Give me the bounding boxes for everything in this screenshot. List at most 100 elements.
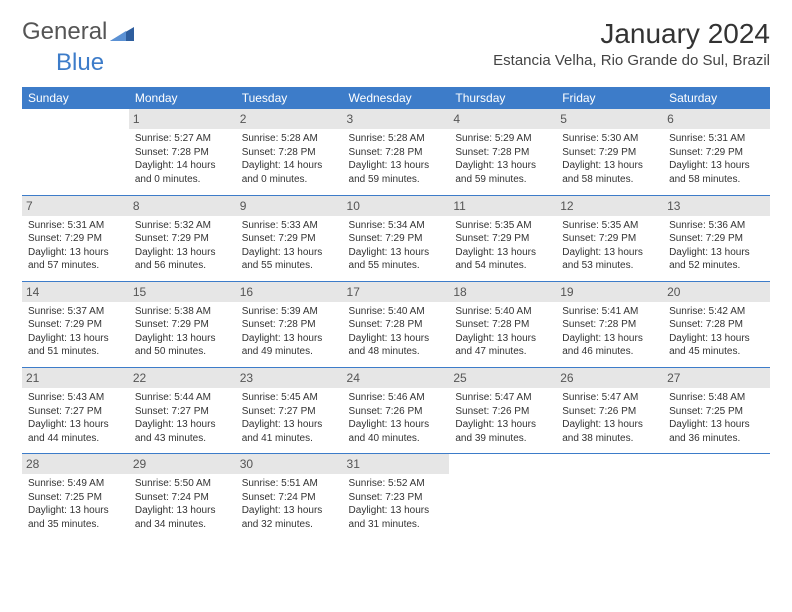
calendar-day-cell: 6Sunrise: 5:31 AMSunset: 7:29 PMDaylight… <box>663 109 770 195</box>
sunset-text: Sunset: 7:26 PM <box>562 405 657 419</box>
sunrise-text: Sunrise: 5:44 AM <box>135 391 230 405</box>
calendar-day-cell: 26Sunrise: 5:47 AMSunset: 7:26 PMDayligh… <box>556 367 663 453</box>
month-title: January 2024 <box>493 18 770 50</box>
sunset-text: Sunset: 7:29 PM <box>455 232 550 246</box>
sunset-text: Sunset: 7:29 PM <box>669 146 764 160</box>
daylight-text: Daylight: 13 hours and 59 minutes. <box>349 159 444 186</box>
calendar-day-cell: 18Sunrise: 5:40 AMSunset: 7:28 PMDayligh… <box>449 281 556 367</box>
sunset-text: Sunset: 7:24 PM <box>242 491 337 505</box>
sunrise-text: Sunrise: 5:47 AM <box>562 391 657 405</box>
daylight-text: Daylight: 13 hours and 58 minutes. <box>669 159 764 186</box>
day-number: 4 <box>449 109 556 129</box>
calendar-day-cell <box>556 454 663 540</box>
sunrise-text: Sunrise: 5:33 AM <box>242 219 337 233</box>
daylight-text: Daylight: 13 hours and 43 minutes. <box>135 418 230 445</box>
daylight-text: Daylight: 13 hours and 34 minutes. <box>135 504 230 531</box>
day-number: 13 <box>663 196 770 216</box>
sunrise-text: Sunrise: 5:50 AM <box>135 477 230 491</box>
sunrise-text: Sunrise: 5:39 AM <box>242 305 337 319</box>
calendar-table: SundayMondayTuesdayWednesdayThursdayFrid… <box>22 87 770 540</box>
calendar-week-row: 21Sunrise: 5:43 AMSunset: 7:27 PMDayligh… <box>22 367 770 453</box>
day-number: 5 <box>556 109 663 129</box>
calendar-day-cell: 11Sunrise: 5:35 AMSunset: 7:29 PMDayligh… <box>449 195 556 281</box>
daylight-text: Daylight: 13 hours and 57 minutes. <box>28 246 123 273</box>
daylight-text: Daylight: 13 hours and 49 minutes. <box>242 332 337 359</box>
day-number: 21 <box>22 368 129 388</box>
sunrise-text: Sunrise: 5:48 AM <box>669 391 764 405</box>
daylight-text: Daylight: 13 hours and 31 minutes. <box>349 504 444 531</box>
calendar-week-row: 14Sunrise: 5:37 AMSunset: 7:29 PMDayligh… <box>22 281 770 367</box>
calendar-day-cell: 24Sunrise: 5:46 AMSunset: 7:26 PMDayligh… <box>343 367 450 453</box>
calendar-day-cell: 19 Sunrise: 5:41 AMSunset: 7:28 PMDayligh… <box>556 281 663 367</box>
day-number: 12 <box>556 196 663 216</box>
calendar-day-cell: 10Sunrise: 5:34 AMSunset: 7:29 PMDayligh… <box>343 195 450 281</box>
day-number: 29 <box>129 454 236 474</box>
calendar-day-cell: 4 Sunrise: 5:29 AMSunset: 7:28 PMDaylight… <box>449 109 556 195</box>
daylight-text: Daylight: 13 hours and 46 minutes. <box>562 332 657 359</box>
sunrise-text: Sunrise: 5:29 AM <box>455 132 550 146</box>
calendar-day-cell <box>663 454 770 540</box>
sunrise-text: Sunrise: 5:45 AM <box>242 391 337 405</box>
sunset-text: Sunset: 7:29 PM <box>135 232 230 246</box>
sunrise-text: Sunrise: 5:34 AM <box>349 219 444 233</box>
daylight-text: Daylight: 13 hours and 41 minutes. <box>242 418 337 445</box>
sunrise-text: Sunrise: 5:46 AM <box>349 391 444 405</box>
calendar-day-cell <box>22 109 129 195</box>
daylight-text: Daylight: 13 hours and 45 minutes. <box>669 332 764 359</box>
daylight-text: Daylight: 13 hours and 32 minutes. <box>242 504 337 531</box>
daylight-text: Daylight: 13 hours and 59 minutes. <box>455 159 550 186</box>
sunset-text: Sunset: 7:29 PM <box>28 232 123 246</box>
sunset-text: Sunset: 7:28 PM <box>455 318 550 332</box>
brand-logo: General <box>22 18 136 46</box>
day-number: 3 <box>343 109 450 129</box>
daylight-text: Daylight: 13 hours and 39 minutes. <box>455 418 550 445</box>
sunset-text: Sunset: 7:29 PM <box>135 318 230 332</box>
day-number: 25 <box>449 368 556 388</box>
weekday-header: Tuesday <box>236 87 343 109</box>
sunrise-text: Sunrise: 5:31 AM <box>28 219 123 233</box>
sunset-text: Sunset: 7:28 PM <box>242 146 337 160</box>
brand-triangle-icon <box>110 23 134 41</box>
sunrise-text: Sunrise: 5:40 AM <box>349 305 444 319</box>
title-block: January 2024 Estancia Velha, Rio Grande … <box>493 18 770 69</box>
calendar-day-cell: 31Sunrise: 5:52 AMSunset: 7:23 PMDayligh… <box>343 454 450 540</box>
day-number: 18 <box>449 282 556 302</box>
location-subtitle: Estancia Velha, Rio Grande do Sul, Brazi… <box>493 52 770 69</box>
sunrise-text: Sunrise: 5:40 AM <box>455 305 550 319</box>
sunset-text: Sunset: 7:29 PM <box>562 146 657 160</box>
calendar-day-cell: 5Sunrise: 5:30 AMSunset: 7:29 PMDaylight… <box>556 109 663 195</box>
daylight-text: Daylight: 13 hours and 55 minutes. <box>349 246 444 273</box>
sunrise-text: Sunrise: 5:41 AM <box>562 305 657 319</box>
daylight-text: Daylight: 13 hours and 55 minutes. <box>242 246 337 273</box>
sunset-text: Sunset: 7:28 PM <box>562 318 657 332</box>
day-number: 17 <box>343 282 450 302</box>
sunrise-text: Sunrise: 5:32 AM <box>135 219 230 233</box>
calendar-day-cell: 7Sunrise: 5:31 AMSunset: 7:29 PMDaylight… <box>22 195 129 281</box>
sunset-text: Sunset: 7:27 PM <box>28 405 123 419</box>
weekday-header: Monday <box>129 87 236 109</box>
day-number: 16 <box>236 282 343 302</box>
sunset-text: Sunset: 7:28 PM <box>455 146 550 160</box>
sunrise-text: Sunrise: 5:37 AM <box>28 305 123 319</box>
day-number: 19 <box>556 282 663 302</box>
calendar-day-cell: 2Sunrise: 5:28 AMSunset: 7:28 PMDaylight… <box>236 109 343 195</box>
daylight-text: Daylight: 13 hours and 44 minutes. <box>28 418 123 445</box>
calendar-day-cell: 3Sunrise: 5:28 AMSunset: 7:28 PMDaylight… <box>343 109 450 195</box>
calendar-body: 1Sunrise: 5:27 AMSunset: 7:28 PMDaylight… <box>22 109 770 540</box>
calendar-day-cell: 20Sunrise: 5:42 AMSunset: 7:28 PMDayligh… <box>663 281 770 367</box>
daylight-text: Daylight: 13 hours and 56 minutes. <box>135 246 230 273</box>
day-number: 2 <box>236 109 343 129</box>
day-number: 31 <box>343 454 450 474</box>
weekday-header: Thursday <box>449 87 556 109</box>
daylight-text: Daylight: 13 hours and 40 minutes. <box>349 418 444 445</box>
calendar-day-cell: 17Sunrise: 5:40 AMSunset: 7:28 PMDayligh… <box>343 281 450 367</box>
daylight-text: Daylight: 13 hours and 51 minutes. <box>28 332 123 359</box>
sunset-text: Sunset: 7:28 PM <box>135 146 230 160</box>
calendar-day-cell: 13Sunrise: 5:36 AMSunset: 7:29 PMDayligh… <box>663 195 770 281</box>
daylight-text: Daylight: 13 hours and 35 minutes. <box>28 504 123 531</box>
brand-text-general: General <box>22 18 107 46</box>
sunset-text: Sunset: 7:23 PM <box>349 491 444 505</box>
sunrise-text: Sunrise: 5:43 AM <box>28 391 123 405</box>
sunrise-text: Sunrise: 5:30 AM <box>562 132 657 146</box>
daylight-text: Daylight: 13 hours and 38 minutes. <box>562 418 657 445</box>
